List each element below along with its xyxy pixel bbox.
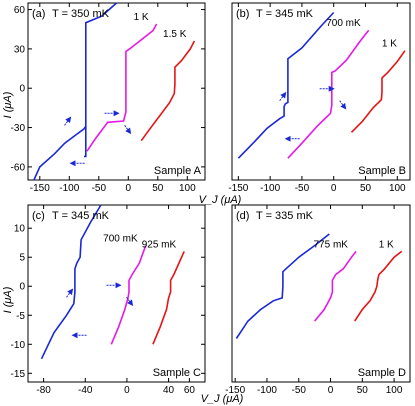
series-temp-label: 1 K xyxy=(382,39,397,50)
y-tick-label: -15 xyxy=(11,369,26,380)
temperature-label: T = 345 mK xyxy=(52,210,110,222)
x-tick-label: 0 xyxy=(328,385,334,396)
x-tick-label: 100 xyxy=(386,385,403,396)
x-tick-label: 0 xyxy=(331,183,337,194)
series-line xyxy=(354,250,403,322)
panel-c: -80 -40 0 40 60 -15 -10 -5 0 5 10 700 mK 925 mK (c) T … xyxy=(11,204,206,396)
plot-frame xyxy=(27,204,206,383)
figure-ylabel-top: I (μA) xyxy=(2,91,14,118)
series-line xyxy=(235,233,330,339)
panel-label: (c) xyxy=(32,210,45,222)
sample-label: Sample A xyxy=(154,165,202,177)
series-line xyxy=(140,40,196,142)
figure-xlabel-top: V_J (μA) xyxy=(199,194,242,206)
x-tick-label: -40 xyxy=(78,385,93,396)
x-tick-label: -150 xyxy=(30,183,50,194)
series-temp-label: 1.5 K xyxy=(163,29,187,40)
series-line xyxy=(110,245,147,345)
temperature-label: T = 345 mK xyxy=(256,8,314,20)
x-tick-label: 40 xyxy=(163,385,175,396)
y-tick-label: -60 xyxy=(11,162,26,173)
x-tick-label: 100 xyxy=(389,183,406,194)
series-line xyxy=(86,23,158,152)
temperature-label: T = 335 mK xyxy=(256,210,314,222)
series-temp-label: 700 mK xyxy=(326,18,361,29)
series-temp-label: 700 mK xyxy=(103,234,138,245)
series-line xyxy=(313,250,357,322)
y-tick-label: 0 xyxy=(19,84,25,95)
series-temp-label: 775 mK xyxy=(313,239,348,250)
sample-label: Sample C xyxy=(153,367,201,379)
x-tick-label: -80 xyxy=(36,385,51,396)
x-tick-label: -50 xyxy=(92,183,107,194)
x-tick-label: -100 xyxy=(59,183,79,194)
series-temp-label: 925 mK xyxy=(142,239,177,250)
x-tick-label: 0 xyxy=(126,183,132,194)
x-tick-label: -150 xyxy=(225,385,245,396)
x-tick-label: -150 xyxy=(228,183,248,194)
y-tick-label: -10 xyxy=(11,340,26,351)
series-temp-label: 1 K xyxy=(379,239,394,250)
sweep-direction-arrow xyxy=(64,116,72,126)
sweep-direction-arrow xyxy=(124,124,132,135)
series-line xyxy=(33,2,118,181)
series-line xyxy=(40,204,102,360)
plot-frame xyxy=(231,2,411,181)
panel-a: -150 -100 -50 0 50 100 -60 -30 0 30 60 1 K 1.5 K (a) T… xyxy=(11,2,206,194)
panel-d: -150 -100 -50 0 50 100 775 mK 1 K (d) T = 335 mK S… xyxy=(225,204,411,396)
sample-label: Sample D xyxy=(358,367,406,379)
x-tick-label: 100 xyxy=(179,183,196,194)
figure-xlabel: V_J (μA) xyxy=(201,393,244,405)
figure-ylabel: I (μA) xyxy=(2,286,14,313)
panel-label: (d) xyxy=(236,210,249,222)
series-line xyxy=(237,11,335,159)
y-tick-label: 5 xyxy=(19,253,25,264)
y-tick-label: 30 xyxy=(14,44,26,55)
x-tick-label: -50 xyxy=(295,183,310,194)
y-tick-label: -5 xyxy=(16,311,25,322)
x-tick-label: -100 xyxy=(260,183,280,194)
sweep-direction-arrow xyxy=(279,91,287,102)
panel-b: -150 -100 -50 0 50 100 700 mK 1 K (b) T = 345 mK S… xyxy=(228,2,411,194)
sweep-direction-arrow xyxy=(66,288,74,298)
x-tick-label: -50 xyxy=(292,385,307,396)
x-tick-label: -100 xyxy=(257,385,277,396)
x-tick-label: 0 xyxy=(124,385,130,396)
panel-label: (a) xyxy=(32,8,45,20)
x-tick-label: 50 xyxy=(357,385,369,396)
series-temp-label: 1 K xyxy=(134,12,149,23)
panel-label: (b) xyxy=(236,8,249,20)
temperature-label: T = 350 mK xyxy=(52,8,110,20)
y-tick-label: 0 xyxy=(19,282,25,293)
sweep-direction-arrow xyxy=(339,100,347,110)
x-tick-label: 50 xyxy=(152,183,164,194)
series-line xyxy=(350,50,406,133)
plot-frame xyxy=(231,204,411,383)
y-tick-label: 60 xyxy=(14,5,26,16)
sweep-direction-arrow xyxy=(126,296,134,307)
y-tick-label: 10 xyxy=(14,224,26,235)
x-tick-label: 50 xyxy=(360,183,372,194)
series-line xyxy=(152,251,185,345)
sample-label: Sample B xyxy=(358,165,406,177)
x-tick-label: 60 xyxy=(184,385,196,396)
y-tick-label: -30 xyxy=(11,123,26,134)
